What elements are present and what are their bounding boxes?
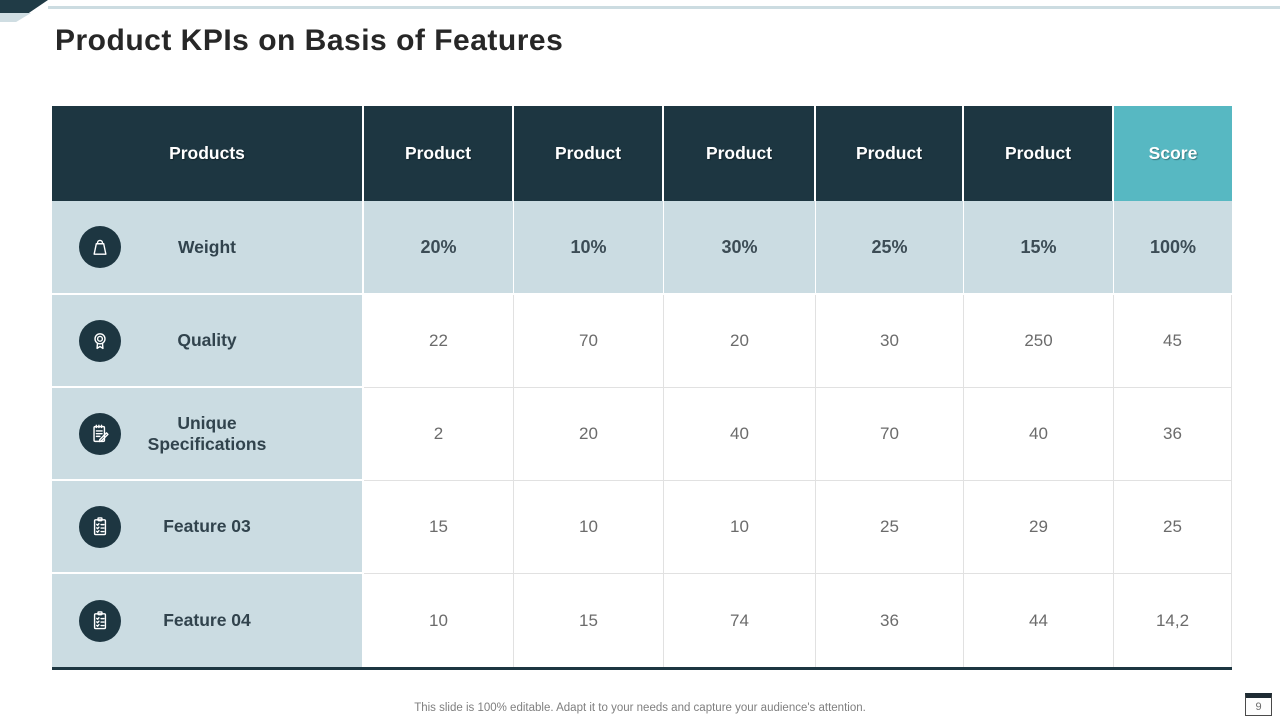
table-cell: 250 (964, 295, 1114, 388)
row-header-feature-03: Feature 03 (52, 481, 364, 574)
row-header-unique-specifications: Unique Specifications (52, 388, 364, 481)
row-label: Weight (177, 236, 236, 257)
table-cell: 10 (364, 574, 514, 667)
table-cell: 15% (964, 201, 1114, 295)
table-cell: 14,2 (1114, 574, 1232, 667)
table-cell: 36 (816, 574, 964, 667)
kpi-table: Products Product Product Product Product… (52, 106, 1232, 670)
table-cell: 20 (664, 295, 816, 388)
column-header-product-2: Product (514, 106, 664, 201)
table-cell: 74 (664, 574, 816, 667)
row-header-feature-04: Feature 04 (52, 574, 364, 667)
column-header-score: Score (1114, 106, 1232, 201)
table-cell: 10 (514, 481, 664, 574)
award-icon (79, 319, 121, 362)
table-cell: 29 (964, 481, 1114, 574)
corner-ribbon-dark (0, 0, 48, 13)
table-cell: 25 (816, 481, 964, 574)
table-cell: 100% (1114, 201, 1232, 295)
table-cell: 10% (514, 201, 664, 295)
checklist-icon (79, 599, 121, 642)
row-label: Unique Specifications (147, 412, 267, 454)
table-cell: 15 (514, 574, 664, 667)
column-header-product-3: Product (664, 106, 816, 201)
table-cell: 20% (364, 201, 514, 295)
checklist-icon (79, 505, 121, 548)
row-label: Feature 03 (163, 516, 251, 536)
table-cell: 2 (364, 388, 514, 481)
table-cell: 25% (816, 201, 964, 295)
table-cell: 22 (364, 295, 514, 388)
table-cell: 30 (816, 295, 964, 388)
column-header-product-1: Product (364, 106, 514, 201)
table-cell: 36 (1114, 388, 1232, 481)
table-cell: 25 (1114, 481, 1232, 574)
page-number: 9 (1255, 700, 1262, 713)
table-cell: 40 (964, 388, 1114, 481)
row-header-quality: Quality (52, 295, 364, 388)
table-cell: 10 (664, 481, 816, 574)
table-cell: 45 (1114, 295, 1232, 388)
table-cell: 44 (964, 574, 1114, 667)
page-title: Product KPIs on Basis of Features (55, 24, 564, 57)
page-number-badge: 9 (1245, 693, 1272, 716)
specifications-icon (79, 412, 121, 455)
column-header-product-5: Product (964, 106, 1114, 201)
column-header-product-4: Product (816, 106, 964, 201)
row-header-weight: Weight (52, 201, 364, 295)
weight-icon (79, 226, 121, 268)
row-label: Feature 04 (163, 610, 251, 630)
table-cell: 70 (514, 295, 664, 388)
editable-note: This slide is 100% editable. Adapt it to… (414, 702, 866, 714)
table-cell: 40 (664, 388, 816, 481)
column-header-products: Products (52, 106, 364, 201)
row-label: Quality (177, 330, 237, 350)
table-cell: 15 (364, 481, 514, 574)
table-cell: 20 (514, 388, 664, 481)
corner-ribbon-light (0, 13, 31, 22)
table-cell: 30% (664, 201, 816, 295)
top-accent-line (48, 6, 1280, 9)
table-cell: 70 (816, 388, 964, 481)
